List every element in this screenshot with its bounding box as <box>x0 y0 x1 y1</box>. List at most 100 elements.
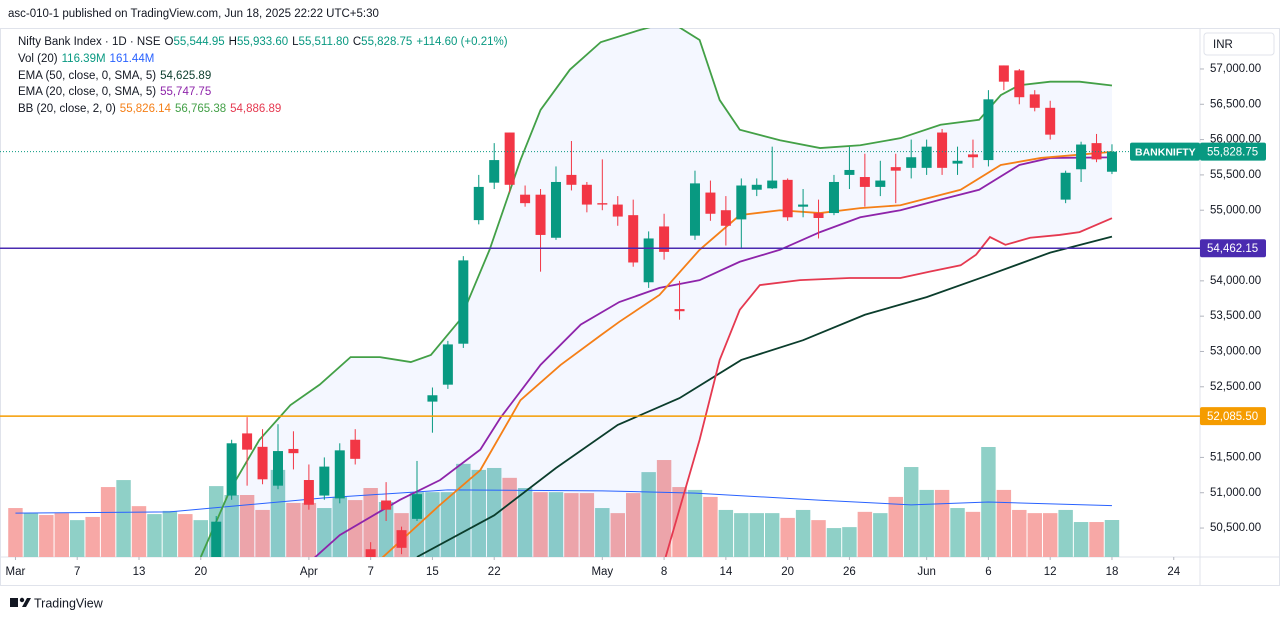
indicator-line <box>381 150 1113 557</box>
x-tick-label: 6 <box>985 566 991 578</box>
candle-body <box>1076 144 1087 170</box>
level-label: 54,462.15 <box>1207 243 1258 255</box>
x-tick-label: 26 <box>843 566 856 578</box>
ohlc-key: O <box>164 36 174 48</box>
candle-body <box>489 160 500 183</box>
legend-row: BB (20, close, 2, 0) 55,826.14 56,765.38 54… <box>18 101 512 118</box>
volume-bar <box>888 496 903 557</box>
ohlc-key: H <box>228 36 237 48</box>
candle-body <box>674 309 685 312</box>
volume-bar <box>162 510 178 557</box>
volume-bar <box>1042 513 1058 557</box>
volume-bar <box>502 477 517 557</box>
y-tick-label: 51,000.00 <box>1210 487 1261 499</box>
candle-body <box>1091 143 1102 160</box>
x-tick-label: 12 <box>1044 566 1057 578</box>
volume-bar <box>996 489 1012 557</box>
x-tick-label: 15 <box>426 566 439 578</box>
volume-bar <box>1027 513 1042 557</box>
candle-body <box>226 443 237 496</box>
volume-bar <box>718 509 734 557</box>
candle-body <box>890 167 901 171</box>
plot <box>8 28 1120 557</box>
volume-bar <box>826 528 842 557</box>
candle-body <box>859 177 870 187</box>
last-price-name-tag <box>1130 142 1200 161</box>
indicator-name: EMA (50, close, 0, SMA, 5) <box>18 69 157 82</box>
indicator-name: EMA (20, close, 0, SMA, 5) <box>18 86 157 99</box>
candle-body <box>844 169 855 175</box>
indicator-value: 55,826.14 <box>119 103 171 116</box>
legend-row: Vol (20) 116.39M 161.44M <box>18 51 512 68</box>
volume-bar <box>224 495 239 557</box>
volume-bar <box>595 508 610 557</box>
ohlc-value: 55,933.60 <box>236 36 289 48</box>
indicator-line <box>664 217 1113 557</box>
candle-body <box>720 210 731 226</box>
volume-bar <box>1104 519 1120 557</box>
candle-body <box>1045 107 1056 135</box>
candle-body <box>736 185 747 220</box>
x-tick-label: May <box>591 566 613 578</box>
candle-body <box>937 132 948 168</box>
candle-body <box>411 494 422 519</box>
volume-bar <box>301 502 317 557</box>
change: +114.60 (+0.21%) <box>416 36 508 48</box>
candle-body <box>458 260 469 344</box>
volume-bar <box>734 513 749 557</box>
volume-ma-line <box>15 489 1112 514</box>
volume-bar <box>564 493 579 557</box>
candle-body <box>442 344 453 385</box>
volume-bar <box>363 488 378 557</box>
volume-bar <box>378 502 394 557</box>
last-price-name: BANKNIFTY <box>1135 146 1196 158</box>
currency-box <box>1203 32 1275 56</box>
candle-body <box>998 65 1009 82</box>
volume-bar <box>1058 509 1073 557</box>
legend-row: Nifty Bank Index · 1D · NSE O55,544.95 H55… <box>18 34 512 51</box>
frame <box>0 28 1280 586</box>
candle-body <box>689 183 700 236</box>
volume-bar <box>69 520 85 557</box>
volume-bar <box>950 508 965 557</box>
volume-bar <box>471 469 486 557</box>
volume-bar <box>147 514 162 557</box>
x-tick-label: Mar <box>6 566 26 578</box>
bb-fill <box>200 28 1112 557</box>
candle-body <box>921 146 932 168</box>
ohlc-value: 55,511.80 <box>298 36 349 48</box>
candle-body <box>504 132 515 185</box>
ohlc-value: 55,828.75 <box>361 36 413 48</box>
volume-bar <box>687 489 703 557</box>
y-tick-label: 57,000.00 <box>1210 63 1261 75</box>
y-tick-label: 56,500.00 <box>1210 98 1261 110</box>
y-tick-label: 55,000.00 <box>1210 204 1261 216</box>
candle-body <box>813 213 824 218</box>
x-tick-label: 24 <box>1167 566 1180 578</box>
candle-body <box>751 184 762 190</box>
candle-body <box>350 439 361 459</box>
volume-bar <box>749 513 764 557</box>
volume-bar <box>116 480 131 557</box>
x-tick-label: 18 <box>1106 566 1119 578</box>
volume-bar <box>255 509 270 557</box>
candle-body <box>319 466 330 496</box>
header: asc-010-1 published on TradingView.com, … <box>8 8 379 20</box>
candle-body <box>288 448 299 454</box>
volume-bar <box>903 467 919 557</box>
y-tick-label: 50,500.00 <box>1210 522 1261 534</box>
y-tick-label: 51,500.00 <box>1210 451 1261 463</box>
x-tick-label: 7 <box>74 566 80 578</box>
volume-bar <box>811 520 826 557</box>
volume-bar <box>54 513 69 557</box>
x-tick-label: 22 <box>488 566 501 578</box>
volume-bar <box>780 517 795 557</box>
volume-bar <box>286 502 301 557</box>
volume-bar <box>8 508 23 557</box>
volume-bar <box>672 487 687 557</box>
candle-body <box>365 549 376 557</box>
x-tick-label: Apr <box>300 566 318 578</box>
candle-body <box>952 160 963 164</box>
currency: INR <box>1213 39 1233 51</box>
